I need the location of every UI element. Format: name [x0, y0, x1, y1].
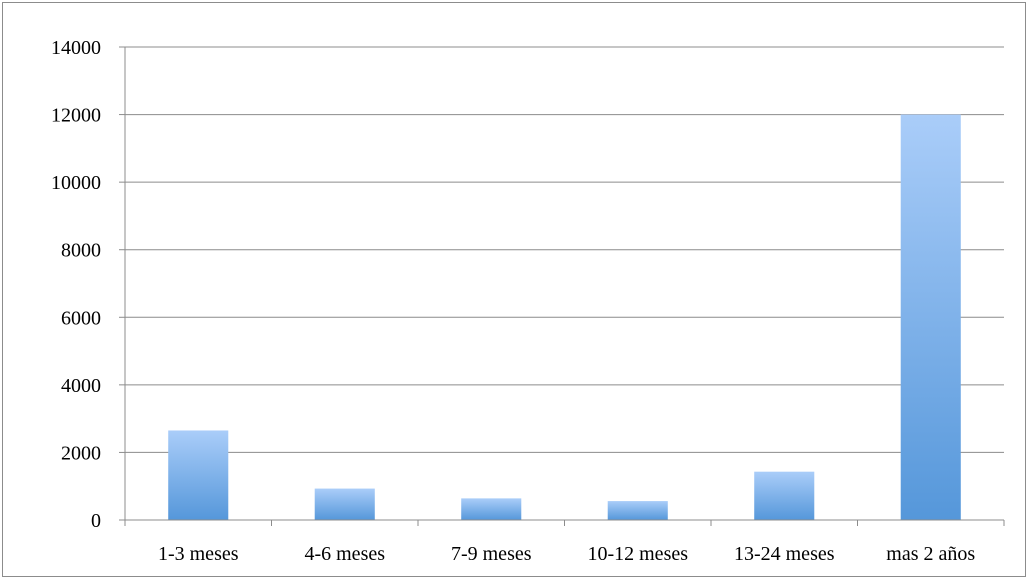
bar-chart: 0 2000 4000 6000 8000 10000 12000 14000 1-3 mese… — [51, 37, 1005, 565]
bar — [900, 114, 961, 521]
bars-layer — [168, 114, 961, 521]
bar — [168, 430, 229, 520]
bar — [314, 488, 375, 520]
x-tick-label: 4-6 meses — [304, 543, 385, 565]
grid-layer — [125, 46, 1004, 453]
y-tick-label: 14000 — [51, 37, 101, 59]
y-tick-label: 6000 — [61, 307, 101, 329]
x-tick-label: mas 2 años — [886, 543, 975, 565]
y-tick-label: 4000 — [61, 375, 101, 397]
labels-layer: 0 2000 4000 6000 8000 10000 12000 14000 1-3 mese… — [51, 37, 975, 565]
y-tick-label: 10000 — [51, 172, 101, 194]
x-tick-label: 13-24 meses — [734, 543, 835, 565]
bar — [607, 501, 668, 520]
x-tick-label: 10-12 meses — [587, 543, 688, 565]
y-tick-label: 8000 — [61, 240, 101, 262]
y-tick-label: 2000 — [61, 442, 101, 464]
y-tick-label: 12000 — [51, 105, 101, 127]
x-tick-label: 7-9 meses — [451, 543, 532, 565]
bar — [754, 471, 815, 520]
y-tick-label: 0 — [91, 510, 101, 532]
bar — [461, 498, 522, 520]
axes-layer — [119, 46, 1005, 526]
x-tick-label: 1-3 meses — [158, 543, 239, 565]
